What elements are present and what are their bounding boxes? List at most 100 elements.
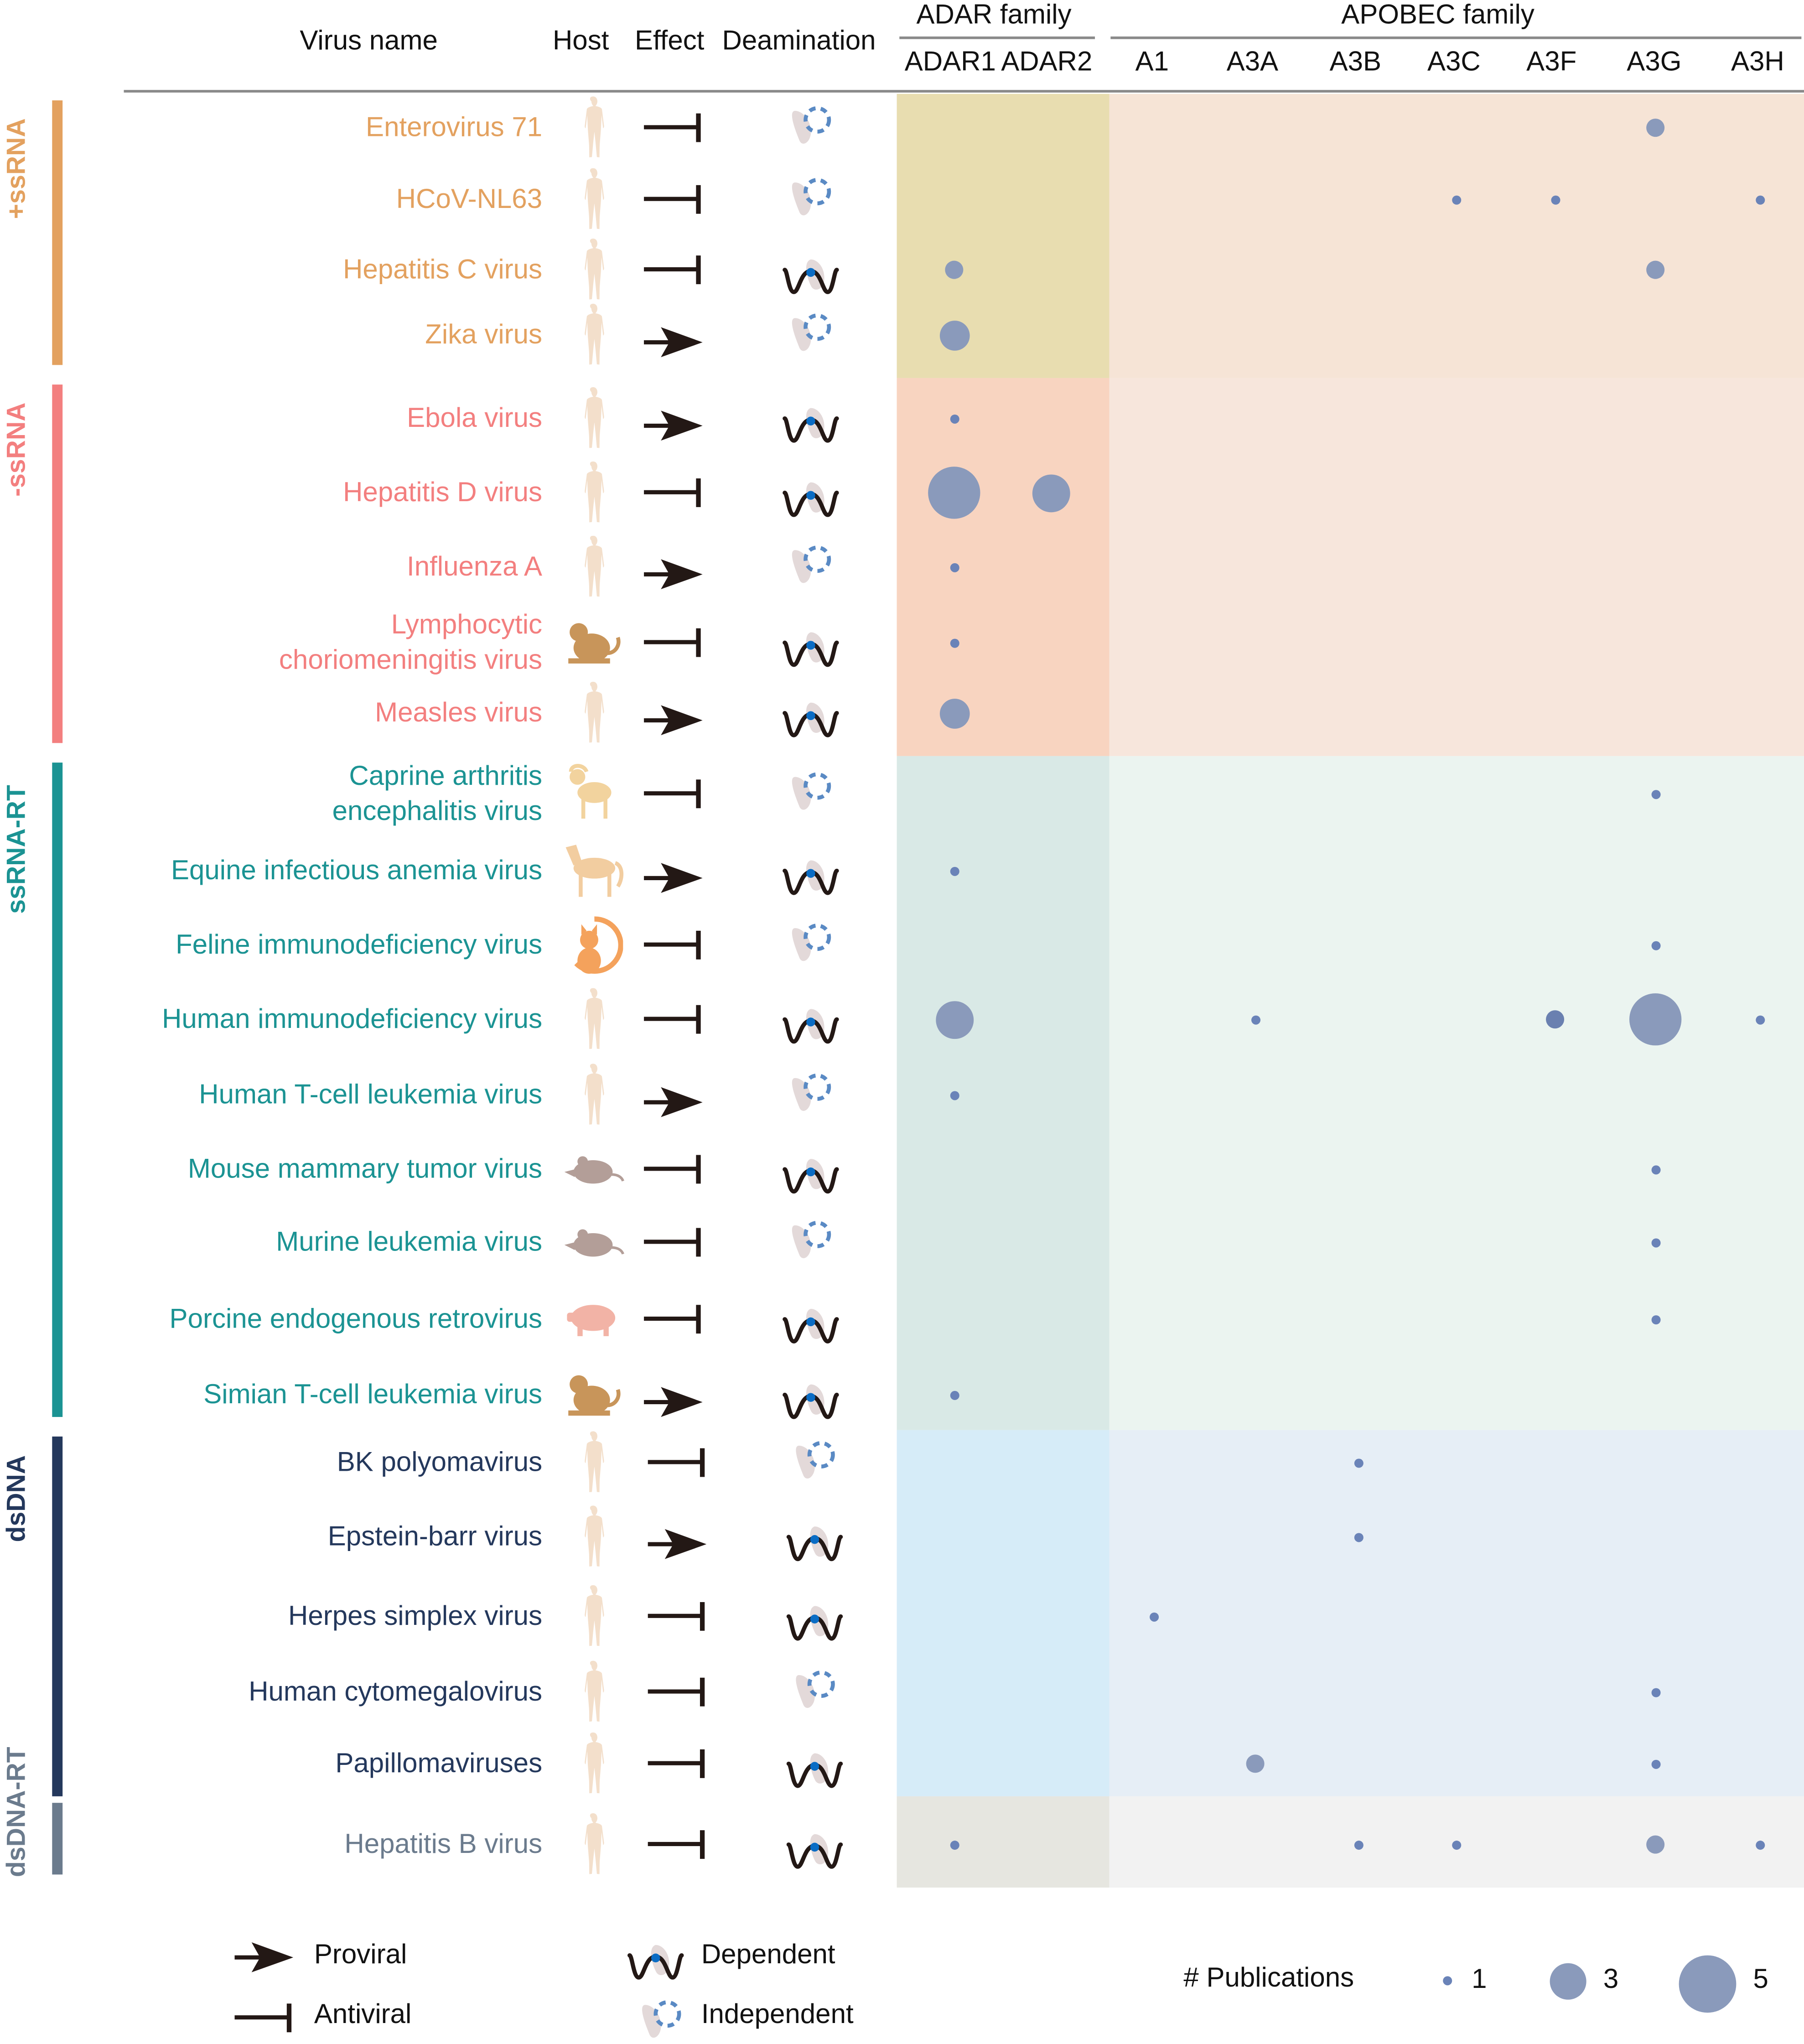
independent-deamination-icon xyxy=(782,920,840,965)
legend-bubble-5 xyxy=(1679,1955,1737,2013)
publication-bubble xyxy=(949,1840,959,1849)
independent-deamination-icon xyxy=(782,1070,840,1115)
antiviral-bar-icon xyxy=(235,2002,295,2034)
human-host-icon xyxy=(580,1064,606,1126)
publication-bubble xyxy=(1546,1010,1565,1029)
antiviral-effect-icon xyxy=(644,1227,704,1258)
publication-bubble xyxy=(1646,1835,1665,1854)
legend-publications-title: # Publications xyxy=(1183,1963,1354,1993)
publication-bubble xyxy=(949,638,959,648)
publication-bubble xyxy=(939,698,969,728)
antiviral-effect-icon xyxy=(644,112,704,144)
publication-bubble xyxy=(1032,474,1070,512)
human-host-icon xyxy=(580,462,606,524)
monkey-host-icon xyxy=(563,1371,623,1418)
antiviral-effect-icon xyxy=(648,1748,708,1779)
publication-bubble xyxy=(1451,195,1461,204)
antiviral-effect-icon xyxy=(644,254,704,285)
publication-bubble xyxy=(1651,1314,1660,1324)
human-host-icon xyxy=(580,168,606,231)
proviral-effect-icon xyxy=(644,863,704,894)
virus-name: Murine leukemia virus xyxy=(276,1227,543,1257)
publication-bubble xyxy=(1646,260,1665,279)
band-adar-dsdnart xyxy=(897,1796,1109,1888)
column-header-a3h: A3H xyxy=(1731,47,1784,77)
virus-name: Human cytomegalovirus xyxy=(249,1677,543,1707)
antiviral-effect-icon xyxy=(644,1303,704,1335)
virus-name: Enterovirus 71 xyxy=(366,113,543,143)
dependent-deamination-icon xyxy=(782,1156,840,1195)
dependent-deamination-icon xyxy=(786,1603,844,1643)
publication-bubble xyxy=(1651,789,1660,799)
antiviral-effect-icon xyxy=(644,1154,704,1185)
dependent-deamination-icon xyxy=(782,480,840,519)
dependent-deamination-icon xyxy=(782,1006,840,1046)
publication-bubble xyxy=(1755,1015,1764,1024)
group-label-dsdna: dsDNA xyxy=(2,1455,31,1542)
independent-deamination-icon xyxy=(782,103,840,147)
mouse-host-icon xyxy=(562,1224,624,1261)
virus-name: Hepatitis B virus xyxy=(344,1829,543,1860)
virus-name: Porcine endogenous retrovirus xyxy=(169,1304,543,1334)
dependent-deamination-icon xyxy=(786,1751,844,1790)
human-host-icon xyxy=(580,1661,606,1723)
header-apobec-family: APOBEC family xyxy=(1341,0,1534,30)
legend-bubble-3 xyxy=(1550,1963,1586,2000)
column-header-a3f: A3F xyxy=(1526,47,1577,77)
goat-host-icon xyxy=(563,764,623,824)
dependent-deamination-icon xyxy=(782,700,840,739)
header-rule xyxy=(124,90,1804,93)
column-header-adar2: ADAR2 xyxy=(1001,47,1093,77)
legend-bubble-1 xyxy=(1443,1976,1452,1986)
proviral-effect-icon xyxy=(644,1087,704,1119)
independent-deamination-icon xyxy=(786,1667,844,1712)
column-header-a3g: A3G xyxy=(1627,47,1682,77)
publication-bubble xyxy=(949,1090,959,1100)
band-apobec-ssrna xyxy=(1109,378,1804,756)
virus-name: Ebola virus xyxy=(407,403,543,434)
proviral-effect-icon xyxy=(644,705,704,737)
publication-bubble xyxy=(1651,1759,1660,1769)
header-effect: Effect xyxy=(635,26,705,56)
antiviral-effect-icon xyxy=(648,1676,708,1708)
human-host-icon xyxy=(580,387,606,450)
virus-name: Papillomaviruses xyxy=(335,1748,543,1779)
independent-deamination-icon xyxy=(782,1218,840,1262)
publication-bubble xyxy=(949,562,959,572)
virus-name: Influenza A xyxy=(407,552,543,582)
antiviral-effect-icon xyxy=(644,778,704,809)
virus-name: Hepatitis D virus xyxy=(343,477,543,508)
legend-antiviral: Antiviral xyxy=(314,1999,412,2030)
publication-bubble xyxy=(928,467,980,519)
column-header-a1: A1 xyxy=(1135,47,1169,77)
publication-bubble xyxy=(1755,195,1764,204)
dependent-deamination-icon xyxy=(782,1382,840,1421)
human-host-icon xyxy=(580,1733,606,1795)
adar-family-rule xyxy=(899,36,1095,39)
band-adar-ssrna xyxy=(897,378,1109,756)
virus-name: Epstein-barr virus xyxy=(327,1522,543,1552)
antiviral-effect-icon xyxy=(644,1004,704,1035)
proviral-effect-icon xyxy=(644,327,704,358)
monkey-host-icon xyxy=(563,619,623,666)
independent-deamination-icon xyxy=(782,769,840,813)
virus-name: Zika virus xyxy=(425,320,543,350)
publication-bubble xyxy=(939,320,969,350)
group-label-ssrna: -ssRNA xyxy=(2,402,31,497)
human-host-icon xyxy=(580,536,606,598)
human-host-icon xyxy=(580,1432,606,1494)
antiviral-effect-icon xyxy=(648,1601,708,1632)
group-label-ssrnart: ssRNA-RT xyxy=(2,785,31,914)
publication-bubble xyxy=(1646,119,1665,137)
virus-name: BK polyomavirus xyxy=(337,1447,543,1478)
band-adar-ssrna xyxy=(897,93,1109,378)
legend-dependent: Dependent xyxy=(701,1940,835,1970)
cat-host-icon xyxy=(563,914,623,976)
publication-bubble xyxy=(1651,1238,1660,1247)
column-header-a3b: A3B xyxy=(1329,47,1382,77)
virus-name: Hepatitis C virus xyxy=(343,254,543,285)
publication-bubble xyxy=(1353,1840,1363,1849)
band-adar-dsdna xyxy=(897,1430,1109,1796)
virus-name: Mouse mammary tumor virus xyxy=(187,1154,543,1184)
virus-name: Equine infectious anemia virus xyxy=(171,856,543,886)
